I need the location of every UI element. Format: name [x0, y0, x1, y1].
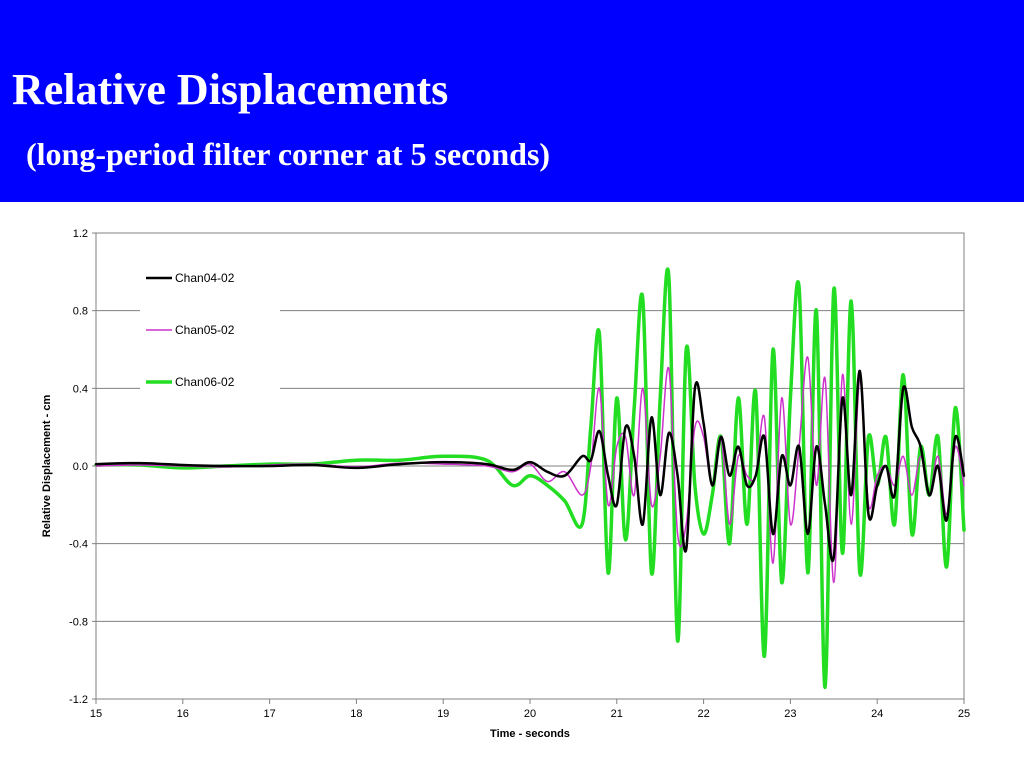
series-lines: [94, 267, 966, 690]
y-tick-label: -0.4: [69, 539, 88, 551]
y-tick-label: 0.0: [73, 461, 88, 473]
legend-label: Chan06-02: [175, 375, 235, 389]
x-axis-label: Time - seconds: [490, 728, 570, 740]
x-tick-label: 16: [177, 708, 189, 720]
title-banner: Relative Displacements (long-period filt…: [0, 0, 1024, 202]
legend: Chan04-02 Chan05-02 Chan06-02: [140, 262, 280, 394]
y-tick-label: 1.2: [73, 228, 88, 240]
series-line-chan06-02: [94, 267, 966, 690]
x-tick-label: 25: [958, 708, 970, 720]
y-tick-label: 0.8: [73, 306, 88, 318]
legend-label: Chan04-02: [175, 271, 235, 285]
y-tick-label: 0.4: [73, 383, 88, 395]
x-tick-label: 24: [871, 708, 883, 720]
y-tick-label: -0.8: [69, 616, 88, 628]
x-tick-label: 20: [524, 708, 536, 720]
legend-label: Chan05-02: [175, 323, 235, 337]
x-tick-label: 21: [611, 708, 623, 720]
slide-subtitle: (long-period filter corner at 5 seconds): [26, 136, 551, 172]
displacement-line-chart: -1.2 -0.8 -0.4 0.0 0.4 0.8 1.2 15 16 17 18 19 20 21 22…: [41, 228, 970, 740]
series-line-chan04-02: [94, 369, 966, 562]
x-tick-label: 23: [784, 708, 796, 720]
legend-box: [140, 262, 280, 394]
x-tick-label: 17: [263, 708, 275, 720]
x-tick-label: 18: [350, 708, 362, 720]
x-tick-label: 22: [697, 708, 709, 720]
x-tick-label: 19: [437, 708, 449, 720]
slide-title: Relative Displacements: [12, 65, 449, 114]
axis-ticks: -1.2 -0.8 -0.4 0.0 0.4 0.8 1.2 15 16 17 18 19 20 21 22…: [69, 228, 970, 720]
y-axis-label: Relative Displacement - cm: [41, 395, 53, 538]
y-tick-label: -1.2: [69, 694, 88, 706]
x-tick-label: 15: [90, 708, 102, 720]
